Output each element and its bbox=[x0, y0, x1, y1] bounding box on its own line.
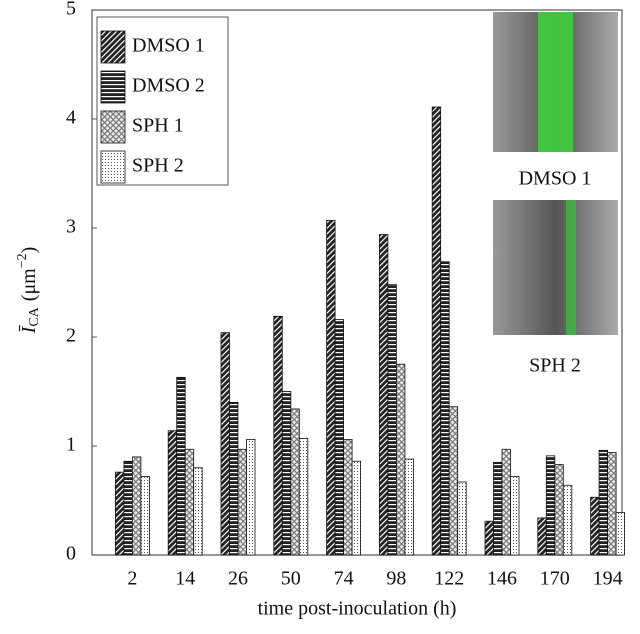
y-label-close: ) bbox=[18, 247, 40, 254]
x-tick-label: 146 bbox=[487, 568, 517, 590]
bar bbox=[562, 484, 573, 556]
y-tick-label: 4 bbox=[66, 107, 76, 129]
bar bbox=[193, 467, 203, 556]
bar bbox=[404, 458, 414, 556]
legend-swatch bbox=[100, 110, 126, 144]
inset-stripe bbox=[538, 12, 573, 152]
bar bbox=[237, 448, 247, 556]
bar bbox=[501, 448, 511, 556]
bar bbox=[115, 471, 125, 556]
y-tick-label: 2 bbox=[66, 325, 76, 347]
bar bbox=[537, 517, 547, 556]
x-tick-label: 50 bbox=[281, 568, 301, 590]
y-label-sup: −2 bbox=[15, 253, 30, 268]
bar bbox=[229, 401, 239, 556]
bar bbox=[176, 376, 186, 556]
bar bbox=[123, 460, 133, 556]
x-tick-label: 2 bbox=[127, 568, 137, 590]
annotation: DMSO 1 bbox=[519, 168, 592, 190]
bar bbox=[298, 437, 309, 556]
y-axis-label: ĪCA (μm−2) bbox=[15, 247, 42, 335]
inset-images bbox=[493, 12, 618, 335]
y-tick-label: 0 bbox=[66, 543, 76, 565]
bar bbox=[184, 448, 195, 556]
bar bbox=[343, 439, 353, 556]
bar bbox=[395, 363, 406, 556]
bar bbox=[440, 261, 450, 556]
bar bbox=[387, 284, 397, 556]
bar bbox=[131, 456, 142, 556]
inset-stripe bbox=[566, 200, 576, 335]
bar bbox=[378, 234, 389, 556]
bar bbox=[246, 439, 256, 556]
bar bbox=[334, 319, 345, 556]
y-label-main: Ī bbox=[18, 324, 40, 334]
bar bbox=[607, 452, 617, 556]
bar bbox=[167, 430, 178, 556]
y-tick-label: 5 bbox=[66, 0, 76, 20]
x-tick-label: 170 bbox=[540, 568, 570, 590]
legend-swatch bbox=[100, 70, 126, 104]
y-label-unit: (μm bbox=[18, 268, 40, 301]
bar bbox=[281, 391, 292, 556]
legend-label: SPH 1 bbox=[132, 115, 184, 137]
bar bbox=[484, 520, 494, 556]
bar bbox=[448, 406, 459, 556]
x-axis-label: time post-inoculation (h) bbox=[258, 598, 457, 620]
bar bbox=[220, 332, 230, 556]
legend-swatch bbox=[100, 150, 126, 184]
bar bbox=[554, 464, 564, 556]
annotation: SPH 2 bbox=[529, 355, 581, 377]
bar bbox=[290, 408, 300, 556]
legend-label: DMSO 1 bbox=[132, 35, 205, 57]
inset-image bbox=[493, 200, 618, 335]
bar bbox=[510, 476, 520, 556]
legend-swatch bbox=[100, 30, 126, 64]
legend-label: SPH 2 bbox=[132, 155, 184, 177]
x-tick-label: 26 bbox=[228, 568, 248, 590]
bar bbox=[598, 449, 608, 556]
y-tick-label: 1 bbox=[66, 434, 76, 456]
x-tick-label: 74 bbox=[334, 568, 354, 590]
x-tick-label: 122 bbox=[434, 568, 464, 590]
bar bbox=[351, 460, 362, 556]
bar bbox=[326, 219, 336, 556]
bar bbox=[615, 512, 625, 556]
bar bbox=[493, 461, 503, 556]
y-label-sub: CA bbox=[27, 306, 42, 326]
x-tick-label: 98 bbox=[386, 568, 406, 590]
bar bbox=[273, 315, 283, 556]
x-tick-label: 194 bbox=[593, 568, 623, 590]
bar bbox=[431, 106, 442, 556]
y-tick-label: 3 bbox=[66, 216, 76, 238]
x-tick-label: 14 bbox=[175, 568, 195, 590]
legend-label: DMSO 2 bbox=[132, 75, 205, 97]
bar bbox=[545, 455, 556, 556]
bar bbox=[590, 496, 600, 556]
bar bbox=[140, 476, 150, 556]
bar bbox=[457, 481, 467, 556]
